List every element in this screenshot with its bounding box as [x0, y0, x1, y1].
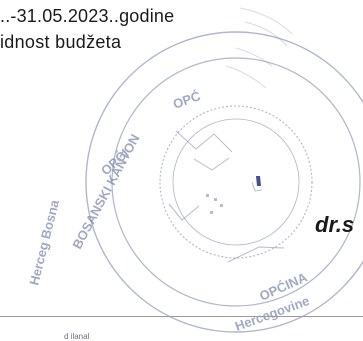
svg-text:Hercegovine: Hercegovine	[233, 293, 311, 334]
date-range-line: ..-31.05.2023..godine	[0, 6, 174, 27]
footer-divider	[0, 316, 363, 317]
upper-stamp-fragment	[226, 8, 292, 88]
seal-circles	[86, 32, 363, 332]
seal-ring-text: Herceg Bosna BOSANSKI KANTON OPĆI OPĆ OP…	[26, 88, 311, 334]
signatory-name-fragment: dr.s	[315, 212, 354, 238]
seal-center-marks	[206, 194, 223, 214]
footer-text-fragment: d ilanal	[64, 332, 89, 341]
svg-text:OPĆINA: OPĆINA	[257, 269, 310, 304]
seal-dark-mark	[256, 176, 261, 186]
svg-text:BOSANSKI KANTON: BOSANSKI KANTON	[69, 132, 142, 252]
svg-text:OPĆI: OPĆI	[98, 146, 132, 178]
budget-line: idnost budžeta	[0, 32, 121, 53]
svg-text:OPĆ: OPĆ	[171, 88, 203, 112]
seal-inner-marks	[169, 131, 284, 262]
svg-text:Herceg Bosna: Herceg Bosna	[26, 198, 62, 287]
